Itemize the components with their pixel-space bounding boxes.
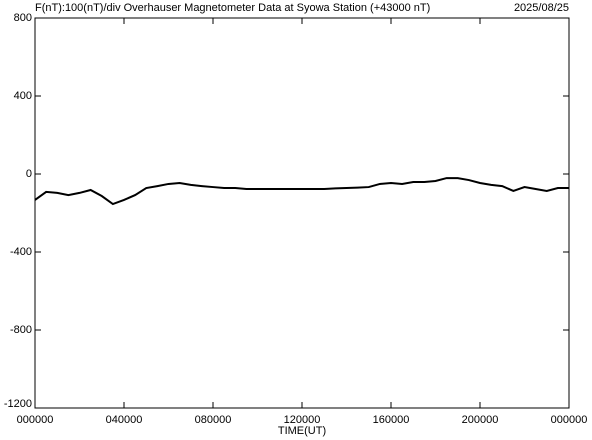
y-tick-label: -400: [10, 246, 32, 258]
plot-frame: [34, 17, 570, 409]
y-tick-label: 400: [14, 90, 32, 102]
x-tick-label: 160000: [373, 414, 410, 426]
y-tick-label: -800: [10, 324, 32, 336]
x-tick-label: 000000: [17, 414, 54, 426]
y-tick-label: -1200: [4, 398, 32, 410]
x-axis-label: TIME(UT): [278, 425, 326, 437]
x-tick-label: 000000: [551, 414, 588, 426]
x-tick-label: 040000: [106, 414, 143, 426]
y-tick-label: 800: [14, 12, 32, 24]
chart-title: F(nT):100(nT)/div Overhauser Magnetomete…: [35, 2, 430, 14]
chart-date: 2025/08/25: [514, 2, 569, 14]
y-tick-label: 0: [26, 168, 32, 180]
x-tick-label: 200000: [462, 414, 499, 426]
x-tick-label: 080000: [195, 414, 232, 426]
data-line: [34, 177, 569, 206]
x-tick-label: 120000: [284, 414, 321, 426]
